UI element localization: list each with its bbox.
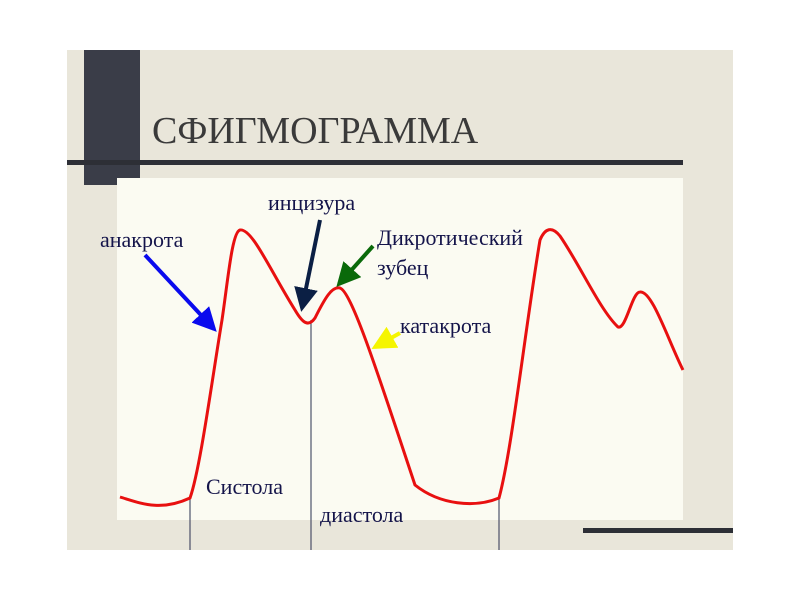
label: зубец bbox=[377, 255, 429, 280]
pulse-wave bbox=[119, 228, 685, 507]
diagram-panel bbox=[117, 178, 683, 520]
phase-lines bbox=[189, 320, 500, 550]
label: Дикротический bbox=[377, 225, 523, 250]
label: анакрота bbox=[100, 227, 184, 252]
label: инцизура bbox=[268, 190, 355, 215]
label: диастола bbox=[320, 502, 404, 527]
title-rule bbox=[67, 160, 683, 165]
arrow bbox=[143, 253, 217, 332]
bottom-rule bbox=[583, 528, 733, 533]
label: Систола bbox=[206, 474, 283, 499]
label: катакрота bbox=[400, 313, 491, 338]
arrow bbox=[294, 219, 322, 312]
slide-title: СФИГМОГРАММА bbox=[152, 110, 479, 152]
arrow bbox=[371, 326, 401, 349]
arrow bbox=[336, 244, 375, 287]
